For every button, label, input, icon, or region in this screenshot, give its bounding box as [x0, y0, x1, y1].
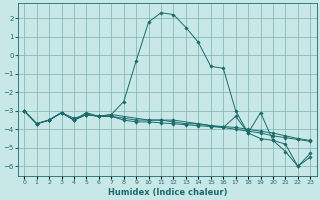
X-axis label: Humidex (Indice chaleur): Humidex (Indice chaleur): [108, 188, 227, 197]
